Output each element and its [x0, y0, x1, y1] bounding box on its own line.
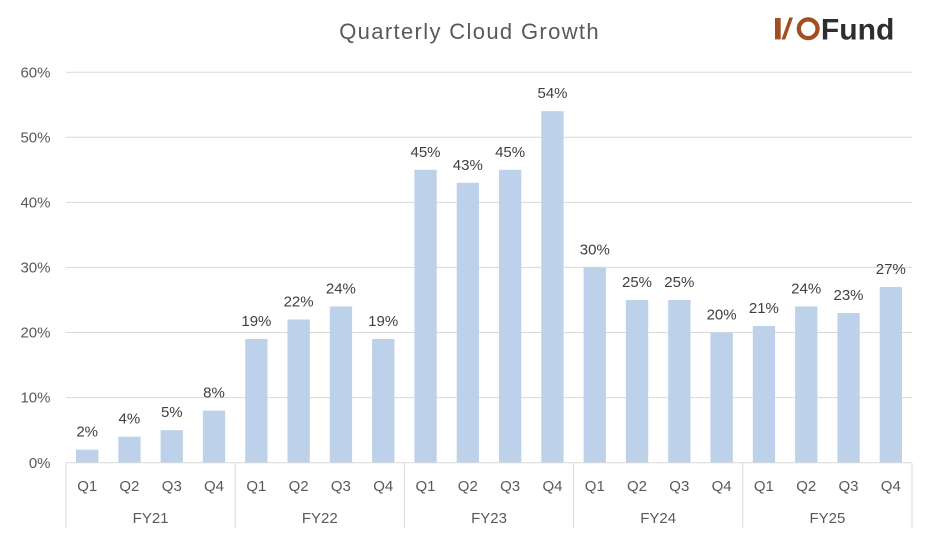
- svg-text:43%: 43%: [453, 157, 483, 174]
- svg-text:FY23: FY23: [471, 510, 507, 527]
- svg-text:Q2: Q2: [458, 478, 478, 495]
- svg-text:27%: 27%: [876, 261, 906, 278]
- svg-text:Fund: Fund: [821, 13, 895, 46]
- svg-text:19%: 19%: [241, 313, 271, 330]
- svg-text:50%: 50%: [20, 129, 50, 146]
- svg-text:Q2: Q2: [119, 478, 139, 495]
- svg-text:20%: 20%: [707, 307, 737, 324]
- svg-text:19%: 19%: [368, 313, 398, 330]
- svg-text:FY24: FY24: [640, 510, 676, 527]
- svg-text:Q3: Q3: [162, 478, 182, 495]
- svg-text:23%: 23%: [833, 287, 863, 304]
- svg-text:24%: 24%: [326, 281, 356, 298]
- svg-text:24%: 24%: [791, 281, 821, 298]
- svg-text:Q1: Q1: [754, 478, 774, 495]
- svg-text:0%: 0%: [29, 455, 51, 472]
- svg-text:8%: 8%: [203, 385, 225, 402]
- svg-text:10%: 10%: [20, 390, 50, 407]
- svg-text:Q4: Q4: [712, 478, 732, 495]
- svg-text:FY25: FY25: [809, 510, 845, 527]
- svg-text:Q1: Q1: [415, 478, 435, 495]
- svg-text:25%: 25%: [664, 274, 694, 291]
- svg-text:2%: 2%: [76, 424, 98, 441]
- svg-text:Q1: Q1: [246, 478, 266, 495]
- svg-text:54%: 54%: [537, 85, 567, 102]
- svg-text:Quarterly Cloud Growth: Quarterly Cloud Growth: [339, 19, 600, 44]
- svg-text:Q1: Q1: [585, 478, 605, 495]
- svg-text:Q4: Q4: [204, 478, 224, 495]
- svg-text:FY22: FY22: [302, 510, 338, 527]
- svg-text:Q1: Q1: [77, 478, 97, 495]
- svg-text:Q3: Q3: [500, 478, 520, 495]
- svg-text:5%: 5%: [161, 404, 183, 421]
- svg-text:20%: 20%: [20, 325, 50, 342]
- svg-text:40%: 40%: [20, 195, 50, 212]
- svg-text:45%: 45%: [410, 144, 440, 161]
- svg-text:FY21: FY21: [133, 510, 169, 527]
- svg-text:Q4: Q4: [373, 478, 393, 495]
- svg-text:Q2: Q2: [796, 478, 816, 495]
- svg-text:Q3: Q3: [669, 478, 689, 495]
- svg-text:45%: 45%: [495, 144, 525, 161]
- svg-text:Q3: Q3: [838, 478, 858, 495]
- svg-text:25%: 25%: [622, 274, 652, 291]
- svg-text:21%: 21%: [749, 300, 779, 317]
- svg-text:Q2: Q2: [289, 478, 309, 495]
- svg-text:4%: 4%: [119, 411, 141, 428]
- svg-text:30%: 30%: [20, 260, 50, 277]
- svg-text:30%: 30%: [580, 241, 610, 258]
- svg-text:Q4: Q4: [542, 478, 562, 495]
- svg-text:Q2: Q2: [627, 478, 647, 495]
- svg-text:Q4: Q4: [881, 478, 901, 495]
- svg-text:Q3: Q3: [331, 478, 351, 495]
- svg-text:60%: 60%: [20, 64, 50, 81]
- svg-text:22%: 22%: [284, 294, 314, 311]
